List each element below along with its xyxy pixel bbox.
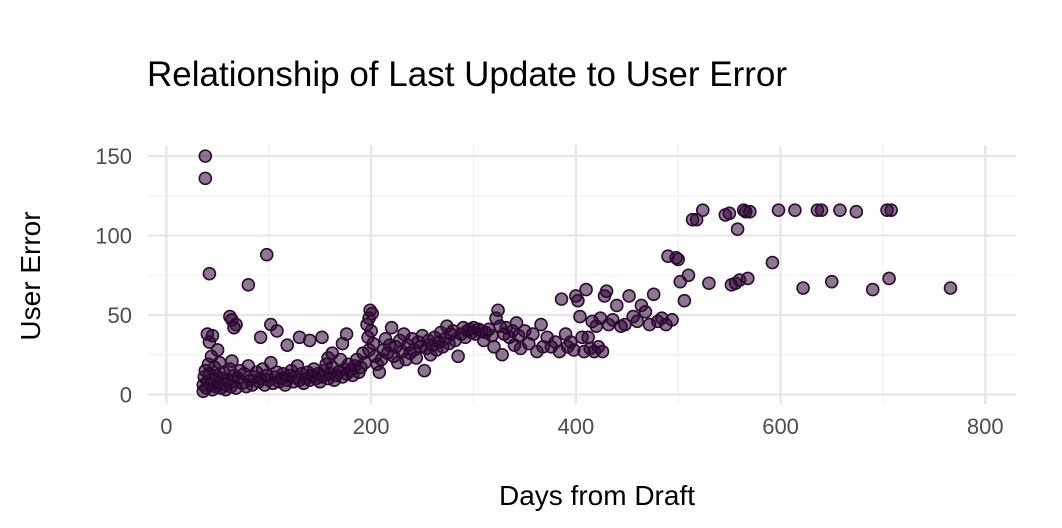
data-point [264, 355, 278, 370]
data-point [630, 314, 645, 329]
data-point [253, 330, 268, 345]
data-point [722, 206, 737, 221]
data-point [315, 330, 329, 345]
data-point [943, 281, 958, 295]
data-point [599, 284, 614, 298]
data-point [270, 324, 284, 338]
data-point [579, 282, 593, 297]
data-point [280, 338, 295, 353]
data-point [259, 247, 274, 262]
data-point [487, 339, 501, 354]
data-point [671, 252, 686, 267]
data-point [225, 354, 239, 368]
x-tick-label: 400 [557, 414, 594, 439]
data-point [581, 330, 595, 345]
x-tick-label: 200 [353, 414, 390, 439]
data-point [202, 335, 217, 349]
data-point [571, 293, 585, 308]
data-point [689, 212, 704, 227]
data-points [196, 149, 958, 399]
data-point [884, 203, 898, 217]
data-point [771, 203, 786, 217]
data-point [788, 203, 802, 217]
y-tick-label: 50 [108, 303, 132, 328]
data-point [665, 312, 679, 327]
data-point [741, 271, 755, 286]
data-point [302, 333, 317, 348]
data-point [849, 204, 864, 219]
data-point [824, 274, 839, 289]
data-point [702, 276, 716, 291]
data-point [865, 282, 880, 297]
y-tick-label: 150 [95, 144, 132, 169]
data-point [646, 287, 661, 302]
data-point [372, 365, 387, 380]
data-point [451, 349, 465, 364]
data-point [681, 268, 696, 283]
data-point [695, 203, 710, 217]
data-point [229, 317, 243, 332]
data-point [364, 324, 378, 338]
data-point [618, 317, 632, 332]
data-point [198, 149, 213, 163]
data-point [198, 171, 213, 186]
data-point [730, 222, 745, 237]
data-point [573, 309, 587, 324]
data-point [534, 317, 548, 332]
data-point [743, 204, 757, 219]
data-point [814, 203, 829, 217]
data-point [365, 306, 379, 321]
data-point [509, 316, 524, 330]
data-point [554, 292, 569, 306]
data-point [366, 336, 380, 351]
y-axis-title: User Error [15, 211, 46, 340]
data-point [417, 363, 432, 378]
data-point [526, 327, 540, 341]
data-point [339, 327, 354, 341]
data-point [409, 351, 423, 365]
data-point [610, 298, 624, 313]
x-axis-title: Days from Draft [499, 480, 695, 511]
data-point [765, 255, 780, 270]
data-point [677, 293, 692, 308]
x-tick-label: 800 [967, 414, 1004, 439]
chart-title: Relationship of Last Update to User Erro… [147, 55, 787, 94]
data-point [833, 203, 847, 217]
x-tick-label: 0 [160, 414, 172, 439]
data-point [796, 281, 810, 295]
data-point [595, 344, 610, 359]
data-point [495, 347, 509, 362]
data-point [622, 289, 636, 303]
data-point [882, 271, 896, 286]
data-point [241, 278, 256, 292]
tick-labels: 0 200 400 600 800 0 50 100 150 [95, 144, 1003, 439]
x-tick-label: 600 [762, 414, 799, 439]
data-point [491, 303, 505, 318]
y-tick-label: 100 [95, 224, 132, 249]
data-point [202, 266, 217, 281]
data-point [384, 320, 399, 335]
data-point [638, 305, 653, 319]
y-tick-label: 0 [120, 382, 132, 407]
